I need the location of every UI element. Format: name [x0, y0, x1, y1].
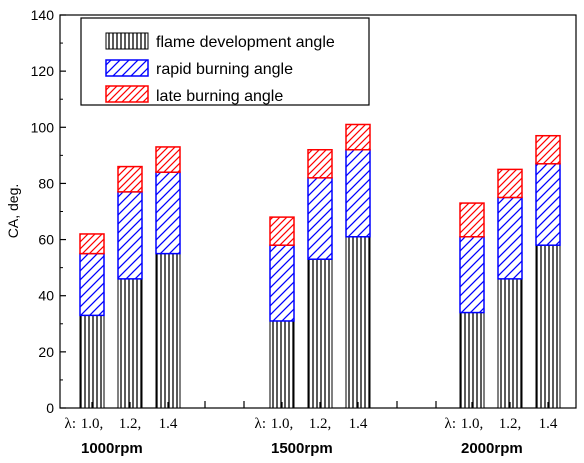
legend-swatch-flame-development [105, 32, 149, 50]
y-tick-label: 120 [31, 63, 55, 79]
legend-label-rapid-burning: rapid burning angle [156, 61, 293, 78]
y-tick-label: 140 [31, 7, 55, 23]
bar-segment-rapid-burning [307, 177, 333, 260]
y-tick-label: 0 [46, 400, 54, 416]
bar-segment-rapid-burning [535, 163, 561, 246]
legend-label-flame-development: flame development angle [156, 34, 335, 51]
bar-segment-flame-development [79, 314, 105, 409]
bar-segment-rapid-burning [345, 148, 371, 238]
x-tick-label: 1.0, [271, 416, 294, 432]
bar-segment-rapid-burning [269, 244, 295, 322]
legend-swatch-late-burning [105, 85, 149, 103]
bar-segment-late-burning [117, 165, 143, 193]
bar-segment-late-burning [345, 123, 371, 151]
y-tick-label: 80 [38, 175, 54, 191]
x-tick-label: 1.2, [309, 416, 332, 432]
bar-segment-flame-development [345, 236, 371, 409]
bar-segment-rapid-burning [155, 171, 181, 255]
x-tick-label: 1.2, [499, 416, 522, 432]
y-axis: 0 20 40 60 80 100 120 140 [31, 7, 66, 416]
x-tick-label: 1.4 [349, 416, 368, 432]
bar-segment-late-burning [535, 134, 561, 165]
bar-segment-late-burning [269, 216, 295, 246]
y-tick-label: 60 [38, 232, 54, 248]
bar-segment-flame-development [459, 312, 485, 409]
bar-segment-late-burning [497, 168, 523, 199]
bar-segment-flame-development [155, 253, 181, 409]
group-label: 1500rpm [271, 440, 333, 457]
bar-segment-rapid-burning [117, 191, 143, 280]
lambda-prefix: λ: [65, 416, 76, 432]
group-label: 2000rpm [461, 440, 523, 457]
lambda-prefix: λ: [445, 416, 456, 432]
legend-label-late-burning: late burning angle [156, 88, 283, 105]
bar-segment-late-burning [155, 146, 181, 173]
group-label: 1000rpm [81, 440, 143, 457]
bar-segment-flame-development [535, 244, 561, 409]
bar-segment-rapid-burning [497, 196, 523, 280]
y-tick-label: 100 [31, 119, 55, 135]
x-tick-label: 1.0, [461, 416, 484, 432]
x-axis: 1.0, 1.2, 1.4 λ: 1000rpm 1.0, 1.2, 1.4 λ: 1500rpm… [65, 401, 558, 457]
bar-segment-flame-development [497, 278, 523, 409]
lambda-prefix: λ: [255, 416, 266, 432]
y-tick-label: 40 [38, 288, 54, 304]
y-axis-title: CA, deg. [5, 184, 21, 238]
x-tick-label: 1.4 [159, 416, 178, 432]
bar-segment-late-burning [79, 233, 105, 255]
x-tick-label: 1.4 [539, 416, 558, 432]
bar-segment-flame-development [117, 278, 143, 409]
x-tick-label: 1.2, [119, 416, 142, 432]
y-tick-label: 20 [38, 344, 54, 360]
bar-segment-rapid-burning [79, 252, 105, 317]
legend-swatch-rapid-burning [105, 59, 149, 77]
bar-segment-flame-development [307, 258, 333, 409]
bar-segment-late-burning [459, 202, 485, 238]
x-tick-label: 1.0, [81, 416, 104, 432]
bar-series-group [79, 123, 561, 409]
bar-segment-flame-development [269, 320, 295, 409]
bar-segment-late-burning [307, 148, 333, 179]
legend: flame development angle rapid burning an… [80, 17, 370, 106]
bar-segment-rapid-burning [459, 236, 485, 314]
